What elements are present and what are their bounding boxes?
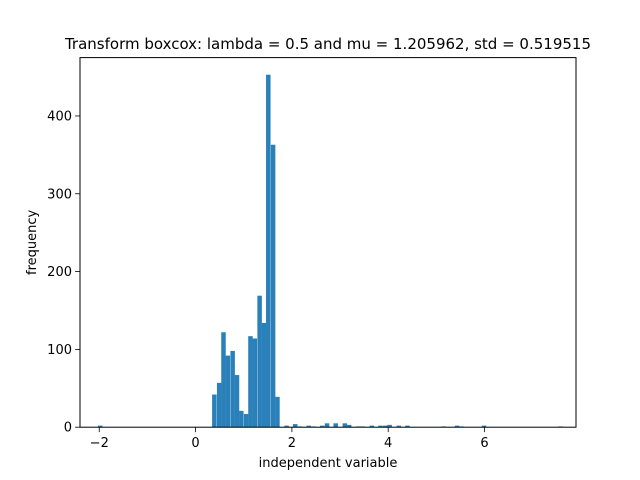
histogram-bar xyxy=(248,336,253,428)
histogram-bar xyxy=(324,423,330,428)
histogram-bar xyxy=(275,396,280,428)
chart-title: Transform boxcox: lambda = 0.5 and mu = … xyxy=(64,35,591,53)
histogram-bar xyxy=(261,322,267,428)
x-axis-label: independent variable xyxy=(259,456,398,471)
y-tick-label: 0 xyxy=(64,421,72,436)
histogram-bar xyxy=(306,425,311,428)
y-axis-ticks: 0 100 200 300 400 xyxy=(47,109,80,436)
histogram-bar xyxy=(212,394,217,428)
y-tick-label: 100 xyxy=(47,343,72,358)
histogram-bar xyxy=(293,424,298,428)
x-tick-label: 0 xyxy=(191,436,199,451)
x-tick-label: −2 xyxy=(90,436,109,451)
histogram-bar xyxy=(369,425,375,428)
histogram-bar xyxy=(284,425,289,428)
histogram-bar xyxy=(270,144,276,428)
histogram-bar xyxy=(396,425,402,428)
histogram-bar xyxy=(333,423,338,428)
histogram-bar xyxy=(346,424,352,428)
x-tick-label: 2 xyxy=(288,436,296,451)
histogram-bar xyxy=(252,338,258,428)
histogram-bar xyxy=(239,410,244,428)
histogram-bar xyxy=(342,423,348,428)
x-tick-label: 6 xyxy=(480,436,488,451)
histogram-bar xyxy=(243,413,249,428)
histogram-bar xyxy=(405,425,410,428)
histogram-bar xyxy=(481,425,487,428)
histogram-bars xyxy=(97,74,563,428)
histogram-bar xyxy=(97,425,103,428)
histogram-bar xyxy=(387,424,392,428)
histogram-bar xyxy=(230,350,235,428)
histogram-bar xyxy=(221,332,226,428)
x-tick-label: 4 xyxy=(384,436,392,451)
y-tick-label: 200 xyxy=(47,265,72,280)
histogram-bar xyxy=(225,355,231,428)
histogram-bar xyxy=(234,375,240,428)
histogram-bar xyxy=(216,382,222,428)
histogram-bar xyxy=(319,425,325,428)
histogram-bar xyxy=(454,425,460,428)
histogram-bar xyxy=(383,425,388,428)
y-tick-label: 400 xyxy=(47,109,72,124)
axes-frame xyxy=(79,57,577,428)
histogram-bar xyxy=(257,295,262,428)
histogram-bar xyxy=(378,425,383,428)
y-tick-label: 300 xyxy=(47,187,72,202)
x-axis-ticks: −2 0 2 4 6 xyxy=(90,427,489,451)
y-axis-label: frequency xyxy=(25,209,40,275)
histogram-bar xyxy=(266,74,271,428)
